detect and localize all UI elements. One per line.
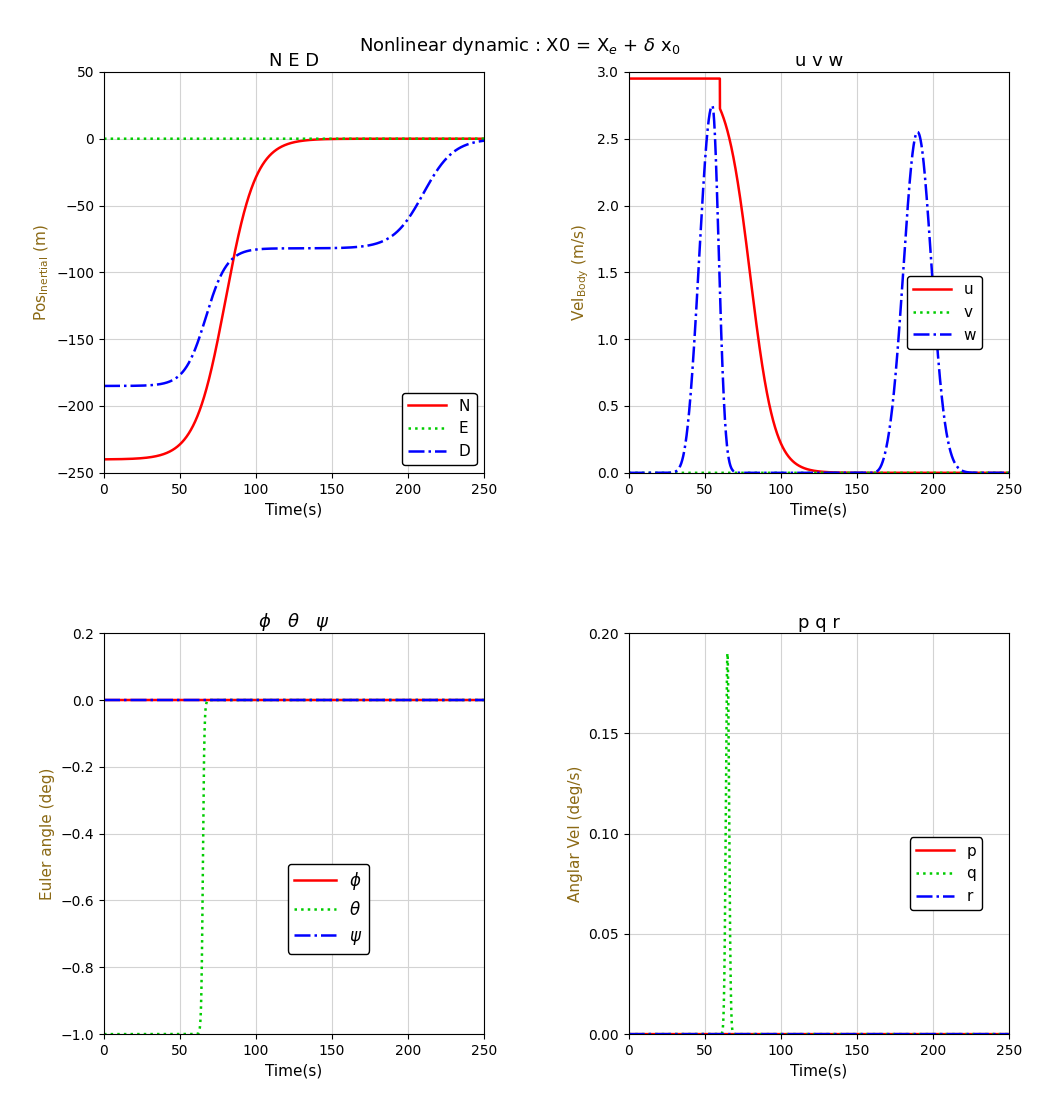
X-axis label: Time(s): Time(s) bbox=[265, 1063, 322, 1078]
Y-axis label: Anglar Vel (deg/s): Anglar Vel (deg/s) bbox=[568, 765, 582, 901]
Y-axis label: Euler angle (deg): Euler angle (deg) bbox=[41, 768, 55, 900]
Title: N E D: N E D bbox=[269, 52, 319, 71]
Legend: $\phi$, $\theta$, $\psi$: $\phi$, $\theta$, $\psi$ bbox=[288, 864, 369, 953]
Title: $\phi$   $\theta$   $\psi$: $\phi$ $\theta$ $\psi$ bbox=[258, 612, 330, 633]
X-axis label: Time(s): Time(s) bbox=[265, 502, 322, 518]
X-axis label: Time(s): Time(s) bbox=[790, 502, 848, 518]
Title: p q r: p q r bbox=[798, 614, 839, 632]
Title: u v w: u v w bbox=[795, 52, 842, 71]
Y-axis label: Vel$_{\mathrm{Body}}$ (m/s): Vel$_{\mathrm{Body}}$ (m/s) bbox=[571, 223, 592, 321]
X-axis label: Time(s): Time(s) bbox=[790, 1063, 848, 1078]
Y-axis label: Pos$_{\mathrm{Inertial}}$ (m): Pos$_{\mathrm{Inertial}}$ (m) bbox=[32, 223, 51, 321]
Legend: u, v, w: u, v, w bbox=[907, 276, 982, 348]
Legend: p, q, r: p, q, r bbox=[910, 837, 982, 910]
Text: Nonlinear dynamic : X0 = X$_e$ + $\delta$ x$_0$: Nonlinear dynamic : X0 = X$_e$ + $\delta… bbox=[360, 35, 680, 58]
Legend: N, E, D: N, E, D bbox=[402, 393, 476, 466]
